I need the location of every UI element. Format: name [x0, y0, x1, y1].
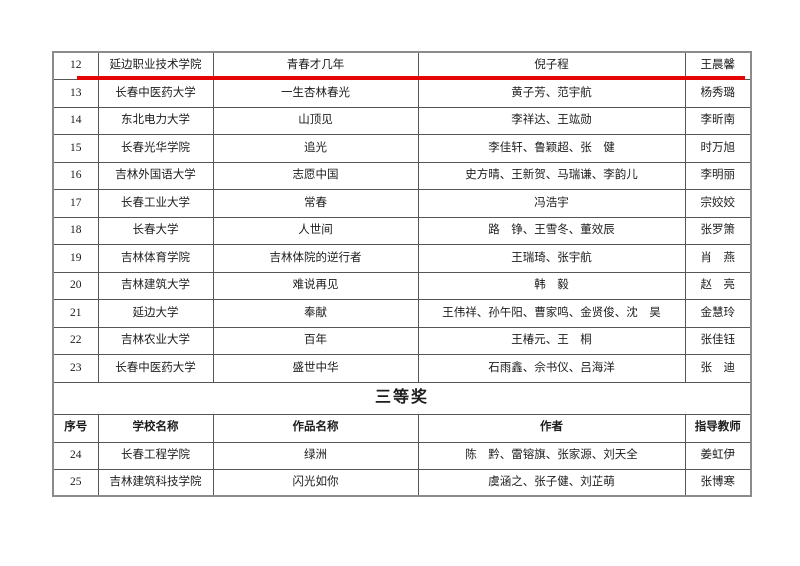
cell-teacher: 张佳钰 — [684, 326, 752, 355]
cell-school: 吉林建筑科技学院 — [97, 468, 214, 497]
cell-school: 长春中医药大学 — [97, 354, 214, 383]
cell-teacher: 王晨馨 — [684, 51, 752, 80]
cell-school: 东北电力大学 — [97, 106, 214, 135]
cell-school: 长春工业大学 — [97, 189, 214, 218]
table-row: 17 长春工业大学 常春 冯浩宇 宗姣姣 — [52, 189, 752, 218]
table-row: 22 吉林农业大学 百年 王椿元、王 桐 张佳钰 — [52, 326, 752, 355]
column-header-row: 序号 学校名称 作品名称 作者 指导教师 — [52, 413, 752, 443]
cell-authors: 李佳轩、鲁颖超、张 健 — [417, 134, 686, 163]
table-row: 23 长春中医药大学 盛世中华 石雨鑫、佘书仪、吕海洋 张 迪 — [52, 354, 752, 383]
cell-school: 长春工程学院 — [97, 441, 214, 470]
table-row: 14 东北电力大学 山顶见 李祥达、王竑勋 李昕南 — [52, 106, 752, 135]
red-underline-annotation — [77, 76, 745, 80]
table-row: 20 吉林建筑大学 难说再见 韩 毅 赵 亮 — [52, 271, 752, 300]
cell-school: 长春大学 — [97, 216, 214, 245]
cell-work-title: 盛世中华 — [212, 354, 419, 383]
cell-number: 21 — [52, 299, 99, 328]
table-row: 25 吉林建筑科技学院 闪光如你 虞涵之、张子健、刘芷萌 张博寒 — [52, 468, 752, 497]
lower-rows-body: 24 长春工程学院 绿洲 陈 黔、雷镕旗、张家源、刘天全 姜虹伊 25 吉林建筑… — [52, 441, 752, 497]
cell-authors: 虞涵之、张子健、刘芷萌 — [417, 468, 686, 497]
cell-number: 18 — [52, 216, 99, 245]
column-header: 学校名称 — [97, 413, 214, 443]
cell-number: 12 — [52, 51, 99, 80]
cell-work-title: 绿洲 — [212, 441, 419, 470]
table-row: 18 长春大学 人世间 路 铮、王雪冬、董效辰 张罗箫 — [52, 216, 752, 245]
cell-work-title: 闪光如你 — [212, 468, 419, 497]
column-header: 作品名称 — [212, 413, 419, 443]
cell-school: 长春光华学院 — [97, 134, 214, 163]
cell-teacher: 肖 燕 — [684, 244, 752, 273]
cell-number: 16 — [52, 161, 99, 190]
cell-number: 24 — [52, 441, 99, 470]
cell-authors: 李祥达、王竑勋 — [417, 106, 686, 135]
cell-teacher: 李昕南 — [684, 106, 752, 135]
section-body: 三等奖 序号 学校名称 作品名称 作者 指导教师 — [52, 381, 752, 443]
table-row: 16 吉林外国语大学 志愿中国 史方晴、王新贺、马瑞谦、李韵儿 李明丽 — [52, 161, 752, 190]
cell-number: 15 — [52, 134, 99, 163]
cell-number: 17 — [52, 189, 99, 218]
cell-school: 长春中医药大学 — [97, 79, 214, 108]
cell-work-title: 山顶见 — [212, 106, 419, 135]
table-row: 19 吉林体育学院 吉林体院的逆行者 王瑞琦、张宇航 肖 燕 — [52, 244, 752, 273]
cell-teacher: 赵 亮 — [684, 271, 752, 300]
cell-work-title: 人世间 — [212, 216, 419, 245]
cell-work-title: 一生杏林春光 — [212, 79, 419, 108]
cell-school: 延边大学 — [97, 299, 214, 328]
cell-school: 吉林农业大学 — [97, 326, 214, 355]
cell-authors: 石雨鑫、佘书仪、吕海洋 — [417, 354, 686, 383]
cell-number: 14 — [52, 106, 99, 135]
cell-number: 22 — [52, 326, 99, 355]
cell-teacher: 金慧玲 — [684, 299, 752, 328]
cell-teacher: 张 迪 — [684, 354, 752, 383]
awards-table: 12 延边职业技术学院 青春才几年 倪子程 王晨馨 13 长春中医药大学 一生杏… — [52, 51, 752, 497]
cell-work-title: 志愿中国 — [212, 161, 419, 190]
table-row: 13 长春中医药大学 一生杏林春光 黄子芳、范宇航 杨秀璐 — [52, 79, 752, 108]
cell-authors: 王伟祥、孙午阳、曹家鸣、金贤俊、沈 昊 — [417, 299, 686, 328]
cell-number: 23 — [52, 354, 99, 383]
cell-authors: 王瑞琦、张宇航 — [417, 244, 686, 273]
cell-teacher: 宗姣姣 — [684, 189, 752, 218]
section-heading: 三等奖 — [52, 381, 752, 415]
cell-teacher: 张罗箫 — [684, 216, 752, 245]
cell-teacher: 杨秀璐 — [684, 79, 752, 108]
cell-work-title: 难说再见 — [212, 271, 419, 300]
cell-authors: 黄子芳、范宇航 — [417, 79, 686, 108]
cell-school: 吉林建筑大学 — [97, 271, 214, 300]
column-header: 作者 — [417, 413, 686, 443]
cell-teacher: 张博寒 — [684, 468, 752, 497]
cell-work-title: 常春 — [212, 189, 419, 218]
cell-school: 吉林外国语大学 — [97, 161, 214, 190]
cell-work-title: 追光 — [212, 134, 419, 163]
cell-number: 25 — [52, 468, 99, 497]
cell-number: 13 — [52, 79, 99, 108]
table-row: 15 长春光华学院 追光 李佳轩、鲁颖超、张 健 时万旭 — [52, 134, 752, 163]
cell-teacher: 李明丽 — [684, 161, 752, 190]
cell-number: 20 — [52, 271, 99, 300]
cell-teacher: 时万旭 — [684, 134, 752, 163]
column-header: 指导教师 — [684, 413, 752, 443]
cell-authors: 陈 黔、雷镕旗、张家源、刘天全 — [417, 441, 686, 470]
table-row: 21 延边大学 奉献 王伟祥、孙午阳、曹家鸣、金贤俊、沈 昊 金慧玲 — [52, 299, 752, 328]
cell-school: 吉林体育学院 — [97, 244, 214, 273]
column-header: 序号 — [52, 413, 99, 443]
cell-work-title: 百年 — [212, 326, 419, 355]
table-row: 24 长春工程学院 绿洲 陈 黔、雷镕旗、张家源、刘天全 姜虹伊 — [52, 441, 752, 470]
cell-teacher: 姜虹伊 — [684, 441, 752, 470]
cell-number: 19 — [52, 244, 99, 273]
cell-authors: 史方晴、王新贺、马瑞谦、李韵儿 — [417, 161, 686, 190]
cell-work-title: 奉献 — [212, 299, 419, 328]
upper-rows-body: 12 延边职业技术学院 青春才几年 倪子程 王晨馨 13 长春中医药大学 一生杏… — [52, 51, 752, 383]
cell-authors: 韩 毅 — [417, 271, 686, 300]
cell-authors: 王椿元、王 桐 — [417, 326, 686, 355]
cell-authors: 冯浩宇 — [417, 189, 686, 218]
section-heading-row: 三等奖 — [52, 381, 752, 415]
cell-work-title: 吉林体院的逆行者 — [212, 244, 419, 273]
cell-authors: 路 铮、王雪冬、董效辰 — [417, 216, 686, 245]
